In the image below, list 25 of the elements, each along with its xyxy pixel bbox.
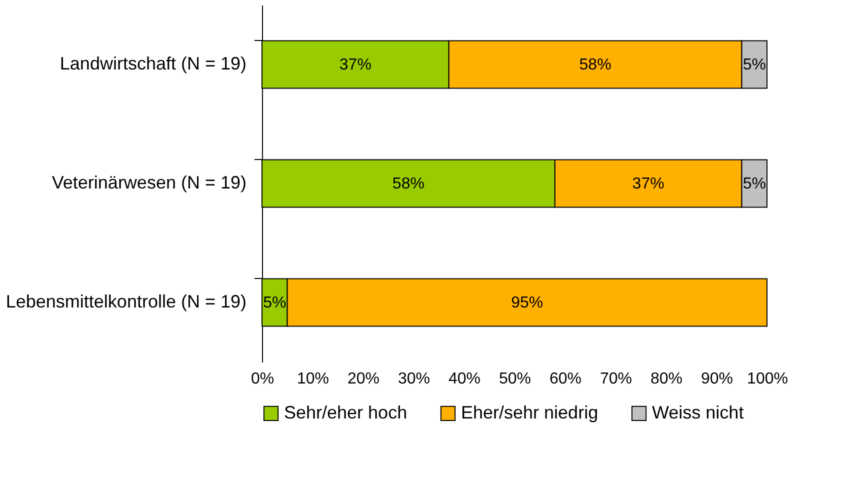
x-tick-label: 70%	[600, 370, 632, 388]
data-label: 58%	[392, 176, 424, 192]
x-tick-label: 90%	[700, 370, 734, 388]
x-tick-label: 40%	[448, 370, 481, 388]
x-tick-label: 100%	[747, 370, 788, 388]
x-tick-label: 60%	[549, 370, 582, 388]
x-tick-label: 0%	[250, 370, 274, 388]
x-tick-label: 50%	[498, 370, 532, 388]
x-tick-label: 80%	[650, 370, 683, 388]
legend-label: Eher/sehr niedrig	[461, 402, 598, 422]
y-tick-label: Veterinärwesen (N = 19)	[52, 172, 246, 192]
data-label: 37%	[339, 56, 372, 74]
data-label: 5%	[263, 294, 286, 312]
data-label: 5%	[742, 176, 766, 192]
x-tick-label: 30%	[398, 370, 430, 388]
y-tick-label: Landwirtschaft (N = 19)	[60, 54, 246, 74]
data-label: 5%	[742, 56, 766, 74]
data-label: 58%	[579, 56, 612, 74]
data-label: 37%	[632, 176, 664, 192]
legend-label: Weiss nicht	[652, 402, 744, 422]
x-tick-label: 10%	[296, 370, 330, 388]
legend-label: Sehr/eher hoch	[284, 402, 408, 422]
y-tick-label: Lebensmittelkontrolle (N = 19)	[6, 292, 246, 312]
data-label: 95%	[511, 294, 544, 312]
x-tick-label: 20%	[347, 370, 380, 388]
